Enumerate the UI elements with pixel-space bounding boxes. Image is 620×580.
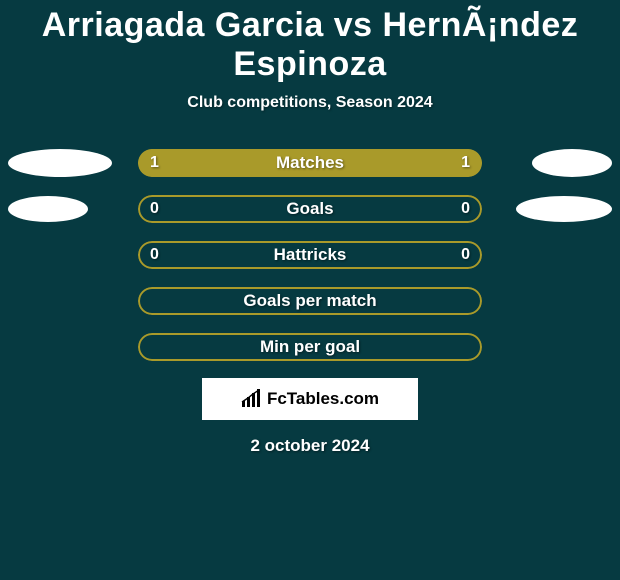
stat-label: Min per goal [260, 337, 360, 357]
stat-label: Matches [276, 153, 344, 173]
brand-text: FcTables.com [267, 389, 379, 409]
stat-bar-hattricks: 0 Hattricks 0 [138, 241, 482, 269]
stat-value-left: 0 [150, 200, 159, 218]
chart-icon [241, 389, 263, 409]
player-right-ellipse [532, 149, 612, 177]
stat-bar-min-per-goal: Min per goal [138, 333, 482, 361]
stat-value-left: 1 [150, 154, 159, 172]
player-right-ellipse [516, 196, 612, 222]
stat-value-right: 0 [461, 200, 470, 218]
comparison-stage: 1 Matches 1 0 Goals 0 0 Hattricks 0 [0, 140, 620, 370]
page-title: Arriagada Garcia vs HernÃ¡ndez Espinoza [0, 0, 620, 84]
player-left-ellipse [8, 149, 112, 177]
stat-row-min-per-goal: Min per goal [0, 324, 620, 370]
stat-label: Goals per match [243, 291, 376, 311]
stat-label: Hattricks [274, 245, 347, 265]
date-label: 2 october 2024 [0, 436, 620, 456]
stat-bar-goals: 0 Goals 0 [138, 195, 482, 223]
stat-label: Goals [286, 199, 333, 219]
stat-value-left: 0 [150, 246, 159, 264]
stat-bar-goals-per-match: Goals per match [138, 287, 482, 315]
stat-row-hattricks: 0 Hattricks 0 [0, 232, 620, 278]
player-left-ellipse [8, 196, 88, 222]
stat-row-goals-per-match: Goals per match [0, 278, 620, 324]
stat-row-matches: 1 Matches 1 [0, 140, 620, 186]
stat-bar-matches: 1 Matches 1 [138, 149, 482, 177]
page-subtitle: Club competitions, Season 2024 [0, 94, 620, 112]
stat-value-right: 0 [461, 246, 470, 264]
brand-box: FcTables.com [202, 378, 418, 420]
stat-value-right: 1 [461, 154, 470, 172]
stat-row-goals: 0 Goals 0 [0, 186, 620, 232]
